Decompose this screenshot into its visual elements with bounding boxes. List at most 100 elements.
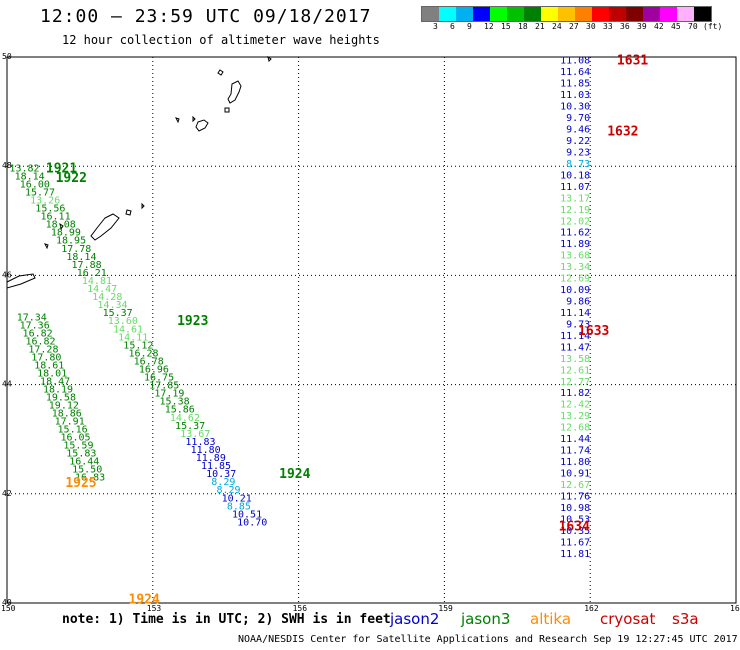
wave-height-value: 18.95 xyxy=(56,236,86,247)
pass-number: 1631 xyxy=(617,54,648,69)
satellite-jason2: jason2 xyxy=(390,610,440,628)
wave-height-value: 11.82 xyxy=(560,388,590,399)
wave-height-value: 17.78 xyxy=(61,244,91,255)
island-5 xyxy=(175,117,180,124)
legend-tick: 27 xyxy=(569,22,579,31)
island-11 xyxy=(59,222,64,231)
legend-tick: 21 xyxy=(535,22,545,31)
wave-height-value: 15.77 xyxy=(25,187,55,198)
legend-swatch xyxy=(507,7,524,21)
satellite-altika: altika xyxy=(530,610,572,628)
wave-height-value: 11.62 xyxy=(560,228,590,239)
wave-height-value: 11.76 xyxy=(560,491,590,502)
wave-height-value: 18.14 xyxy=(15,171,45,182)
map-frame xyxy=(6,56,737,604)
wave-height-value: 15.83 xyxy=(66,448,96,459)
wave-height-value: 16.21 xyxy=(77,268,107,279)
wave-height-value: 17.80 xyxy=(31,352,61,363)
wave-height-value: 12.61 xyxy=(560,365,590,376)
latitude-labels: 50 48 46 44 42 40 xyxy=(2,52,12,607)
wave-height-value: 18.47 xyxy=(40,376,70,387)
pass-number: 1922 xyxy=(56,171,87,186)
pass-number: 1633 xyxy=(578,324,609,339)
wave-height-value: 16.82 xyxy=(25,336,55,347)
longitude-labels: 150 153 156 159 162 165 xyxy=(1,604,740,613)
wave-height-value: 15.16 xyxy=(58,424,88,435)
wave-height-value: 13.26 xyxy=(30,195,60,206)
satellite-s3a: s3a xyxy=(672,610,699,628)
wave-height-value: 9.46 xyxy=(566,125,590,136)
wave-height-value: 18.01 xyxy=(37,368,67,379)
wave-height-value: 11.85 xyxy=(201,461,231,472)
wave-height-value: 14.47 xyxy=(87,284,117,295)
legend-swatch xyxy=(592,7,609,21)
latitude-label: 42 xyxy=(2,489,12,498)
wave-height-value: 16.78 xyxy=(134,356,164,367)
wave-height-value: 11.47 xyxy=(560,342,590,353)
island-4 xyxy=(195,119,209,132)
island-3 xyxy=(224,107,230,113)
legend-swatch xyxy=(558,7,575,21)
wave-height-value: 11.83 xyxy=(185,437,215,448)
coastline xyxy=(6,55,272,289)
legend-tick: (ft) xyxy=(703,22,723,31)
wave-height-value: 13.17 xyxy=(560,193,590,204)
legend-tick: 9 xyxy=(467,22,472,31)
graticule xyxy=(7,57,736,603)
wave-height-value: 9.73 xyxy=(566,319,590,330)
island-7 xyxy=(267,55,272,62)
wave-height-value: 13.29 xyxy=(560,411,590,422)
altimeter-tracks: 11.0811.6411.8511.0310.309.709.469.229.2… xyxy=(9,56,590,560)
wave-height-value: 11.03 xyxy=(560,90,590,101)
wave-height-value: 16.05 xyxy=(60,432,90,443)
legend-tick: 42 xyxy=(654,22,664,31)
wave-height-value: 17.28 xyxy=(28,344,58,355)
wave-height-value: 13.82 xyxy=(9,163,39,174)
wave-height-value: 11.07 xyxy=(560,182,590,193)
pass-number: 1924 xyxy=(279,467,310,482)
wave-height-value: 8.29 xyxy=(216,485,240,496)
longitude-label: 165 xyxy=(730,604,740,613)
wave-height-value: 15.59 xyxy=(63,440,93,451)
pass-number: 1924 xyxy=(129,593,160,608)
legend-tick: 6 xyxy=(450,22,455,31)
legend-tick: 36 xyxy=(620,22,630,31)
wave-height-value: 16.96 xyxy=(139,364,169,375)
wave-height-value: 11.89 xyxy=(560,239,590,250)
island-8 xyxy=(125,209,132,216)
pass-number: 1921 xyxy=(46,161,77,176)
legend-tick: 33 xyxy=(603,22,613,31)
latitude-label: 48 xyxy=(2,161,12,170)
wave-height-value: 10.21 xyxy=(222,493,252,504)
pass-number: 1923 xyxy=(177,314,208,329)
wave-height-value: 18.08 xyxy=(46,220,76,231)
note-text: note: 1) Time is in UTC; 2) SWH is in fe… xyxy=(62,612,391,627)
wave-height-value: 16.11 xyxy=(40,212,70,223)
east-track: 11.0811.6411.8511.0310.309.709.469.229.2… xyxy=(560,56,590,560)
wave-height-value: 15.56 xyxy=(35,204,65,215)
wave-height-value: 10.51 xyxy=(232,509,262,520)
wave-height-value: 9.86 xyxy=(566,297,590,308)
legend-swatch xyxy=(643,7,660,21)
wave-height-value: 16.28 xyxy=(128,348,158,359)
wave-height-value: 15.12 xyxy=(123,340,153,351)
island-13 xyxy=(6,273,36,289)
legend-tick: 30 xyxy=(586,22,596,31)
wave-height-value: 11.14 xyxy=(560,331,590,342)
legend-swatch xyxy=(660,7,677,21)
color-legend xyxy=(421,6,712,22)
legend-swatch xyxy=(524,7,541,21)
wave-height-value: 16.00 xyxy=(20,179,50,190)
latitude-label: 50 xyxy=(2,52,12,61)
wave-height-value: 11.08 xyxy=(560,56,590,67)
wave-height-value: 18.99 xyxy=(51,228,81,239)
wave-height-value: 15.50 xyxy=(72,464,102,475)
map-title: 12:00 – 23:59 UTC 09/18/2017 xyxy=(40,6,372,27)
legend-swatch xyxy=(490,7,507,21)
wave-height-value: 8.29 xyxy=(211,477,235,488)
wave-height-value: 13.68 xyxy=(560,251,590,262)
wave-height-value: 10.18 xyxy=(560,170,590,181)
legend-swatch xyxy=(626,7,643,21)
